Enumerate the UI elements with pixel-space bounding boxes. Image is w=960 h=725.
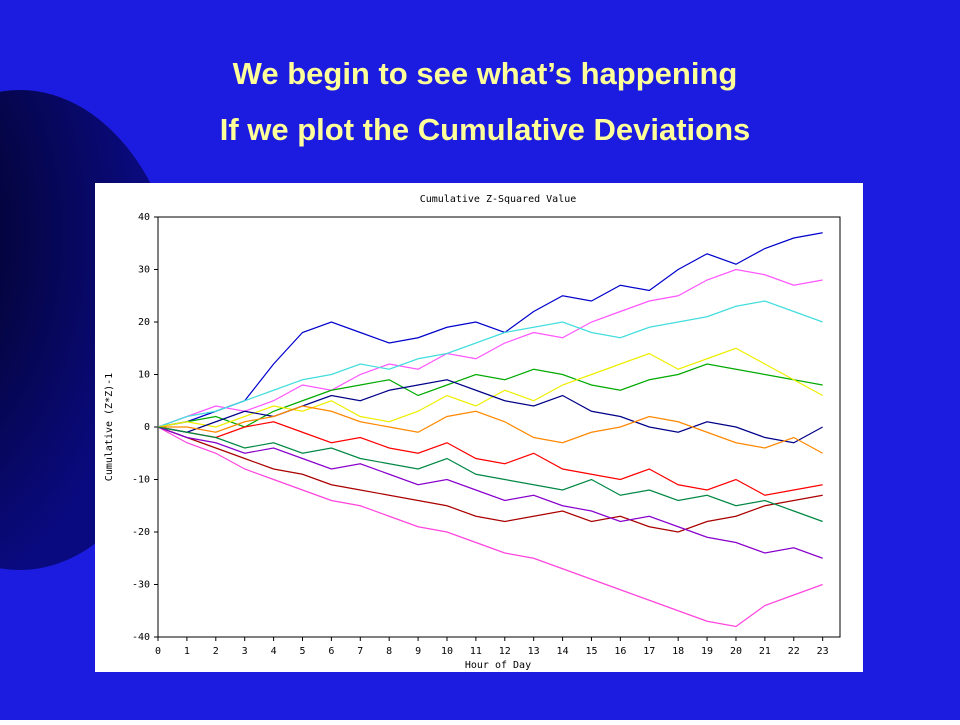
- x-tick-label: 13: [528, 646, 540, 657]
- x-tick-label: 7: [357, 646, 363, 657]
- x-tick-label: 4: [271, 646, 277, 657]
- x-tick-label: 17: [643, 646, 655, 657]
- series-line: [157, 426, 823, 523]
- x-tick-label: 5: [299, 646, 305, 657]
- y-tick-label: 0: [144, 422, 150, 433]
- x-tick-label: 18: [672, 646, 684, 657]
- y-tick-label: 20: [138, 317, 150, 328]
- x-tick-label: 23: [817, 646, 829, 657]
- x-tick-label: 14: [557, 646, 569, 657]
- series-line: [157, 421, 823, 496]
- series-line: [157, 300, 823, 428]
- x-tick-label: 16: [614, 646, 626, 657]
- y-tick-label: -30: [132, 580, 150, 591]
- y-axis-label: Cumulative (Z*Z)-1: [104, 373, 115, 481]
- y-tick-label: 30: [138, 265, 150, 276]
- series-line: [157, 347, 823, 428]
- x-tick-label: 21: [759, 646, 771, 657]
- x-tick-label: 0: [155, 646, 161, 657]
- chart-background: [95, 183, 863, 672]
- series-line: [157, 426, 823, 628]
- chart-title: Cumulative Z-Squared Value: [420, 194, 577, 205]
- series-line: [157, 426, 823, 559]
- series-line: [157, 268, 823, 428]
- x-tick-label: 22: [788, 646, 800, 657]
- series-line: [157, 363, 823, 428]
- y-tick-label: 40: [138, 212, 150, 223]
- x-tick-label: 10: [441, 646, 453, 657]
- x-tick-label: 1: [184, 646, 190, 657]
- y-tick-label: -20: [132, 527, 150, 538]
- x-tick-label: 19: [701, 646, 713, 657]
- slide-title: We begin to see what’s happening: [233, 56, 738, 91]
- y-tick-label: -40: [132, 632, 150, 643]
- x-tick-label: 9: [415, 646, 421, 657]
- x-tick-label: 12: [499, 646, 511, 657]
- series-line: [157, 232, 823, 428]
- series-line: [157, 379, 823, 444]
- x-axis-label: Hour of Day: [465, 660, 531, 671]
- slide-title: If we plot the Cumulative Deviations: [220, 112, 751, 147]
- x-tick-label: 11: [470, 646, 482, 657]
- y-tick-label: 10: [138, 370, 150, 381]
- x-tick-label: 8: [386, 646, 392, 657]
- series-line: [158, 405, 823, 454]
- y-tick-label: -10: [132, 475, 150, 486]
- x-tick-label: 15: [585, 646, 597, 657]
- x-tick-label: 6: [328, 646, 334, 657]
- x-tick-label: 20: [730, 646, 742, 657]
- x-tick-label: 3: [242, 646, 248, 657]
- x-tick-label: 2: [213, 646, 219, 657]
- series-line: [157, 426, 823, 533]
